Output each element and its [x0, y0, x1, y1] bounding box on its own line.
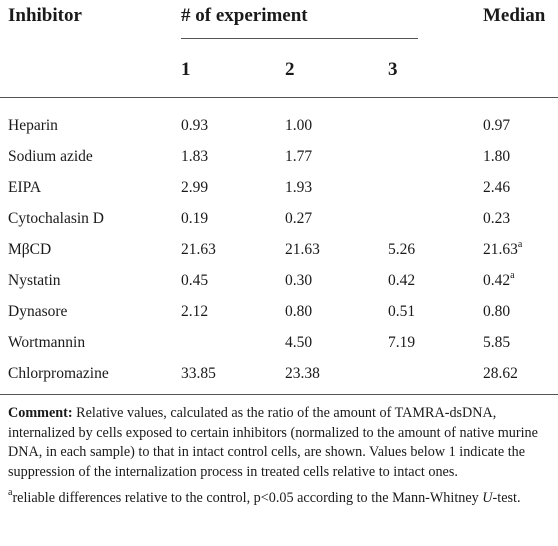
inhibitor-name: Nystatin	[8, 272, 61, 289]
inhibitor-name: Sodium azide	[8, 148, 93, 165]
comment-label: Comment:	[8, 405, 73, 421]
experiment-1-value: 2.99	[181, 179, 209, 196]
header-median: Median	[483, 5, 546, 26]
inhibitor-name: Wortmannin	[8, 334, 86, 351]
inhibitor-name: Heparin	[8, 117, 58, 134]
experiment-2-value: 1.00	[285, 117, 313, 134]
comment-text: Relative values, calculated as the ratio…	[8, 405, 538, 480]
inhibitor-name: Cytochalasin D	[8, 210, 104, 227]
header-experiment: # of experiment	[181, 5, 308, 26]
median-value: 2.46	[483, 179, 511, 196]
inhibitor-name: MβCD	[8, 241, 52, 258]
median-value: 0.97	[483, 117, 511, 134]
experiment-2-value: 21.63	[285, 241, 320, 258]
experiment-2-value: 0.27	[285, 210, 313, 227]
experiment-1-value: 21.63	[181, 241, 216, 258]
experiment-3-value: 0.51	[388, 303, 416, 320]
median-value: 21.63a	[483, 239, 523, 258]
experiment-2-value: 4.50	[285, 334, 313, 351]
experiment-2-value: 0.80	[285, 303, 313, 320]
significance-marker: a	[510, 270, 515, 281]
experiment-header-rule	[181, 38, 418, 39]
experiment-1-value: 33.85	[181, 365, 216, 382]
header-inhibitor: Inhibitor	[8, 5, 82, 26]
significance-marker: a	[517, 239, 523, 250]
header-experiment-3: 3	[388, 59, 398, 80]
experiment-3-value: 7.19	[388, 334, 416, 351]
experiment-1-value: 1.83	[181, 148, 209, 165]
header-bottom-rule	[0, 97, 558, 98]
footnote-marker: a	[8, 487, 13, 498]
table-bottom-rule	[0, 394, 558, 395]
median-value: 0.80	[483, 303, 511, 320]
median-value: 1.80	[483, 148, 511, 165]
median-value: 5.85	[483, 334, 511, 351]
footnote-test-letter: U	[482, 490, 493, 506]
experiment-2-value: 1.77	[285, 148, 313, 165]
experiment-2-value: 0.30	[285, 272, 313, 289]
experiment-1-value: 0.45	[181, 272, 209, 289]
header-experiment-2: 2	[285, 59, 295, 80]
experiment-3-value: 5.26	[388, 241, 416, 258]
experiment-2-value: 1.93	[285, 179, 313, 196]
significance-footnote: areliable differences relative to the co…	[8, 487, 554, 510]
experiment-1-value: 0.93	[181, 117, 209, 134]
table-comment: Comment: Relative values, calculated as …	[8, 404, 554, 482]
inhibitor-name: EIPA	[8, 179, 42, 196]
inhibitor-name: Chlorpromazine	[8, 365, 109, 382]
experiment-1-value: 0.19	[181, 210, 209, 227]
experiment-2-value: 23.38	[285, 365, 320, 382]
inhibitor-name: Dynasore	[8, 303, 68, 320]
median-value: 28.62	[483, 365, 518, 382]
footnote-text: reliable differences relative to the con…	[12, 490, 483, 506]
median-value: 0.42a	[483, 270, 515, 289]
experiment-1-value: 2.12	[181, 303, 209, 320]
median-value: 0.23	[483, 210, 511, 227]
experiment-3-value: 0.42	[388, 272, 416, 289]
header-experiment-1: 1	[181, 59, 191, 80]
footnote-text-end: -test.	[492, 490, 521, 506]
